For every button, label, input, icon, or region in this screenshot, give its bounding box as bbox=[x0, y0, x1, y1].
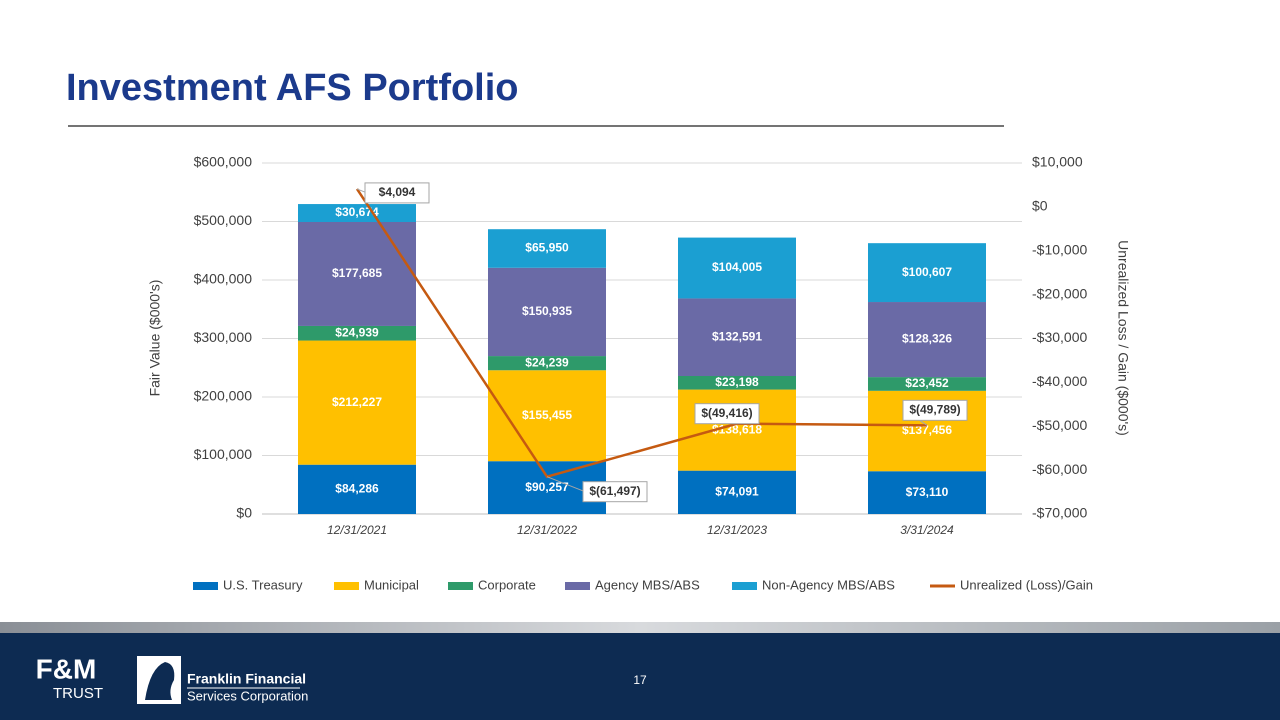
y-tick-label: $200,000 bbox=[194, 388, 253, 404]
bar-value-label: $24,239 bbox=[525, 355, 569, 369]
legend-swatch bbox=[334, 582, 359, 590]
bar-segment bbox=[298, 325, 416, 341]
bar-segment bbox=[868, 471, 986, 514]
legend-swatch bbox=[732, 582, 757, 590]
bar-value-label: $138,618 bbox=[712, 422, 762, 436]
bar-value-label: $23,198 bbox=[715, 375, 759, 389]
bar-value-label: $177,685 bbox=[332, 266, 382, 280]
line-value-label: $4,094 bbox=[379, 185, 416, 199]
bar-value-label: $150,935 bbox=[522, 304, 572, 318]
legend-label: Corporate bbox=[478, 577, 536, 592]
legend-label: U.S. Treasury bbox=[223, 577, 303, 592]
bar-segment bbox=[488, 356, 606, 371]
y2-tick-label: -$30,000 bbox=[1032, 329, 1087, 345]
bar-segment bbox=[678, 298, 796, 376]
bar-value-label: $137,456 bbox=[902, 423, 952, 437]
bar-segment bbox=[488, 267, 606, 357]
x-tick-label: 3/31/2024 bbox=[900, 523, 954, 537]
bar-segment bbox=[868, 302, 986, 378]
y-tick-label: $500,000 bbox=[194, 212, 253, 228]
logo-icon bbox=[145, 662, 175, 700]
legend-label: Unrealized (Loss)/Gain bbox=[960, 577, 1093, 592]
logo-text: F&M bbox=[36, 653, 97, 684]
legend-label: Non-Agency MBS/ABS bbox=[762, 577, 895, 592]
line-value-label: $(61,497) bbox=[589, 484, 640, 498]
bar-segment bbox=[868, 243, 986, 303]
y2-tick-label: -$40,000 bbox=[1032, 373, 1087, 389]
y2-tick-label: $0 bbox=[1032, 198, 1048, 214]
bar-segment bbox=[678, 237, 796, 299]
line-series bbox=[355, 188, 928, 479]
footer-band bbox=[0, 622, 1280, 634]
legend-swatch bbox=[193, 582, 218, 590]
x-tick-label: 12/31/2022 bbox=[517, 523, 577, 537]
line-label-box bbox=[364, 182, 430, 204]
bar-value-label: $155,455 bbox=[522, 408, 572, 422]
logo-text: Franklin Financial bbox=[187, 671, 306, 687]
x-tick-label: 12/31/2023 bbox=[707, 523, 767, 537]
footer bbox=[0, 633, 1280, 720]
bar-segment bbox=[678, 389, 796, 471]
leader-line bbox=[546, 476, 586, 493]
bar-value-label: $24,939 bbox=[335, 325, 379, 339]
y2-tick-label: -$20,000 bbox=[1032, 285, 1087, 301]
y-tick-label: $100,000 bbox=[194, 446, 253, 462]
y2-tick-label: $10,000 bbox=[1032, 154, 1083, 170]
y-tick-label: $300,000 bbox=[194, 329, 253, 345]
bar-segment bbox=[678, 470, 796, 514]
bar-value-label: $90,257 bbox=[525, 480, 569, 494]
bar-segment bbox=[298, 204, 416, 223]
bar-value-label: $73,110 bbox=[906, 485, 949, 499]
bar-segment bbox=[868, 377, 986, 391]
bar-segment bbox=[488, 229, 606, 268]
bar-value-label: $30,674 bbox=[335, 205, 379, 219]
bar-segment bbox=[298, 464, 416, 514]
y2-tick-label: -$70,000 bbox=[1032, 505, 1087, 521]
line-value-label: $(49,789) bbox=[909, 402, 960, 416]
bar-segment bbox=[298, 340, 416, 465]
bar-value-label: $104,005 bbox=[712, 260, 762, 274]
y-axis-title: Fair Value ($000's) bbox=[147, 280, 163, 397]
bar-value-label: $132,591 bbox=[712, 329, 762, 343]
legend-swatch bbox=[448, 582, 473, 590]
y2-axis-title: Unrealized Loss / Gain ($000's) bbox=[1115, 240, 1131, 436]
line-value-label: $(49,416) bbox=[701, 406, 752, 420]
bar-value-label: $100,607 bbox=[902, 265, 952, 279]
line-label-box bbox=[582, 481, 648, 503]
bar-value-label: $128,326 bbox=[902, 332, 952, 346]
bar-segment bbox=[298, 222, 416, 326]
legend-swatch bbox=[565, 582, 590, 590]
page-number: 17 bbox=[633, 673, 647, 687]
x-tick-label: 12/31/2021 bbox=[327, 523, 387, 537]
bar-value-label: $23,452 bbox=[905, 376, 949, 390]
y-tick-label: $400,000 bbox=[194, 271, 253, 287]
logo-text: TRUST bbox=[53, 685, 103, 702]
y-tick-label: $600,000 bbox=[194, 154, 253, 170]
logo-text: Services Corporation bbox=[187, 688, 308, 703]
legend-label: Agency MBS/ABS bbox=[595, 577, 700, 592]
plot: $0 $100,000 $200,000 $300,000 $400,000 $500,0… bbox=[193, 154, 1093, 592]
y2-tick-label: -$60,000 bbox=[1032, 461, 1087, 477]
legend-label: Municipal bbox=[364, 577, 419, 592]
y2-tick-label: -$50,000 bbox=[1032, 417, 1087, 433]
slide-title: Investment AFS Portfolio bbox=[66, 67, 519, 109]
line-label-box bbox=[902, 399, 968, 421]
bar-value-label: $212,227 bbox=[332, 395, 382, 409]
line-label-box bbox=[694, 403, 760, 425]
bar-value-label: $84,286 bbox=[335, 482, 379, 496]
bar-segment bbox=[678, 375, 796, 390]
bar-value-label: $74,091 bbox=[715, 485, 759, 499]
y2-tick-label: -$10,000 bbox=[1032, 241, 1087, 257]
y-tick-label: $0 bbox=[236, 505, 252, 521]
bar-value-label: $65,950 bbox=[525, 241, 569, 255]
